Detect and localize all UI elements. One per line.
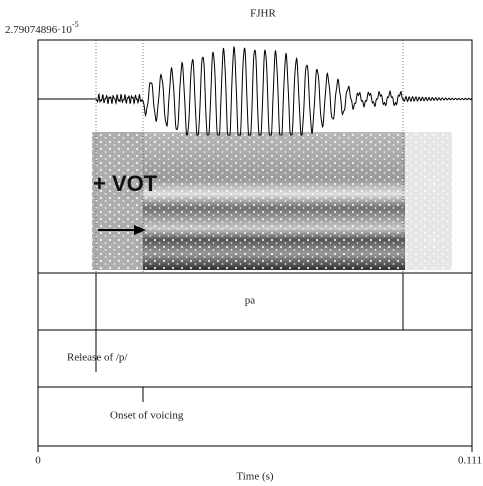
tier-label: Onset of voicing [110,410,184,422]
annotation: + VOT [93,171,158,196]
spectrogram [92,132,452,270]
tier-label: pa [245,295,256,307]
tier-label: Release of /p/ [67,352,128,364]
axis-end: 0.111 [458,455,482,467]
title: FJHR [250,8,276,20]
amplitude-mantissa: 2.79074896·10 [5,24,72,36]
tier [37,386,473,447]
axis-label: Time (s) [236,471,274,483]
arrow [98,225,146,235]
amplitude-label: 2.79074896·10-5 [5,20,79,36]
amplitude-exponent: -5 [72,20,79,29]
axis-start: 0 [35,455,41,467]
waveform [38,46,473,136]
